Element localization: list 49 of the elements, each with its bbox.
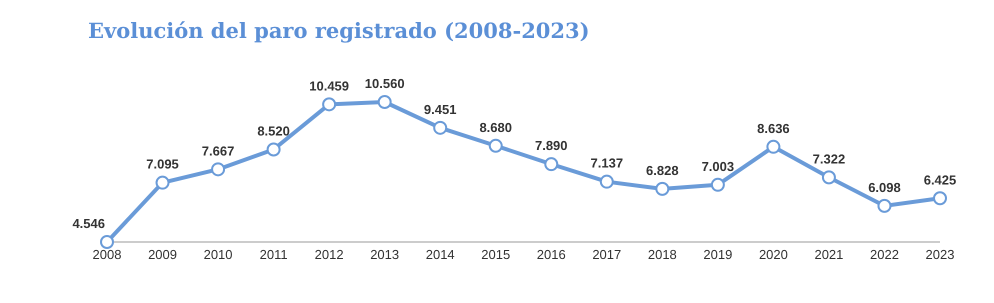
chart-title: Evolución del paro registrado (2008-2023) (88, 18, 590, 43)
x-tick-label: 2021 (814, 247, 844, 262)
point (655, 182, 670, 196)
data-label: 8.520 (257, 123, 290, 138)
x-tick-label: 2016 (536, 247, 566, 262)
x-tick-label: 2013 (370, 247, 400, 262)
data-label: 7.137 (590, 156, 624, 171)
x-tick-label: 2014 (426, 247, 455, 262)
data-label: 7.095 (146, 156, 179, 172)
point (600, 174, 614, 189)
x-tick-label: 2012 (314, 247, 344, 262)
point (488, 138, 503, 153)
data-label: 9.451 (424, 102, 456, 117)
data-label: 10.560 (364, 76, 405, 91)
point (322, 97, 336, 112)
data-label: 6.098 (868, 180, 901, 195)
data-label: 7.667 (202, 143, 234, 158)
point (933, 191, 947, 206)
point (877, 198, 892, 213)
data-label: 7.890 (534, 138, 568, 154)
point (766, 140, 780, 154)
point (211, 162, 226, 176)
x-tick-label: 2017 (592, 247, 622, 262)
x-tick-label: 2020 (758, 247, 788, 262)
x-tick-label: 2011 (260, 247, 288, 262)
x-tick-label: 2015 (481, 247, 510, 262)
x-tick-label: 2008 (92, 247, 122, 262)
point (433, 120, 448, 135)
data-label: 8.636 (757, 120, 790, 136)
point (378, 95, 392, 109)
x-tick-label: 2018 (648, 247, 677, 262)
data-label: 4.546 (72, 216, 105, 231)
point (822, 170, 836, 184)
point (710, 178, 725, 192)
data-label: 6.828 (646, 162, 679, 178)
data-label: 8.680 (479, 120, 512, 135)
x-tick-label: 2009 (148, 247, 177, 262)
point (544, 157, 558, 172)
point (266, 142, 281, 156)
point (156, 176, 170, 190)
data-label: 6.425 (924, 172, 956, 188)
x-tick-label: 2022 (870, 247, 899, 262)
data-label: 7.322 (812, 151, 846, 166)
data-label: 7.003 (702, 158, 734, 174)
x-tick-label: 2019 (703, 247, 732, 262)
point (100, 235, 114, 249)
x-tick-label: 2010 (204, 247, 233, 262)
data-label: 10.459 (309, 78, 350, 94)
x-tick-label: 2023 (926, 247, 954, 262)
